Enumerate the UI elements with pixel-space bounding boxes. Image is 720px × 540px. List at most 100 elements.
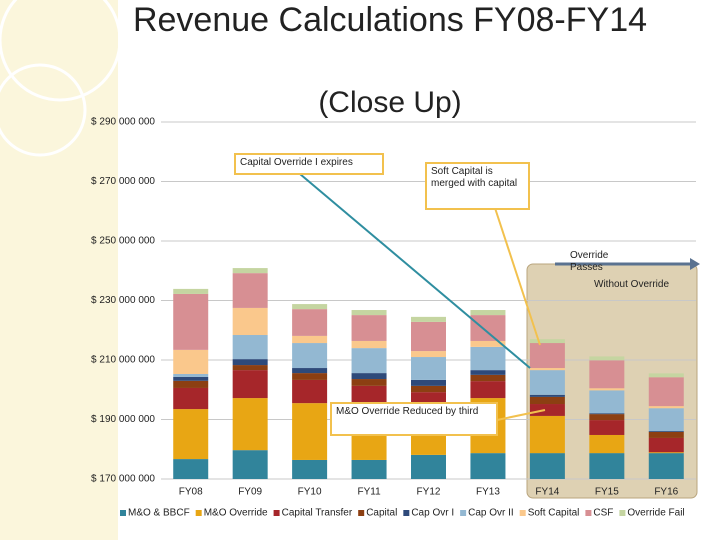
bar-segment	[232, 359, 268, 366]
bar-segment	[648, 437, 684, 453]
bar-segment	[529, 370, 565, 395]
legend: M&O & BBCF M&O Override Capital Transfer Ca…	[120, 508, 685, 519]
bar-segment	[648, 408, 684, 432]
chart-subtitle: (Close Up)	[318, 86, 462, 119]
y-tick-label: $ 210 000 000	[91, 355, 155, 366]
legend-label: Cap Ovr I	[411, 508, 454, 519]
bar-segment	[351, 379, 387, 386]
y-tick-label: $ 270 000 000	[91, 176, 155, 187]
bar-segment	[648, 453, 684, 479]
y-tick-label: $ 250 000 000	[91, 236, 155, 247]
bar-segment	[529, 343, 565, 369]
annotation: M&O Override Reduced by third	[330, 402, 498, 436]
bar-segment	[529, 339, 565, 344]
bar-segment	[470, 374, 506, 382]
legend-swatch	[120, 510, 126, 516]
bar-segment	[411, 321, 446, 352]
y-tick-label: $ 290 000 000	[91, 117, 155, 128]
annotation: Override Passes	[570, 250, 609, 273]
bar-segment	[232, 268, 268, 274]
x-tick-label: FY08	[179, 487, 203, 498]
x-tick-label: FY14	[535, 487, 559, 498]
bar-segment	[411, 454, 446, 479]
bar-segment	[232, 365, 268, 371]
legend-label: CSF	[593, 508, 613, 519]
x-tick-label: FY09	[238, 487, 262, 498]
bar-segment	[589, 388, 625, 391]
bar-segment	[529, 415, 565, 454]
callout-line	[299, 173, 531, 369]
bar-segment	[529, 396, 565, 405]
bar-segment	[411, 357, 446, 380]
bar-segment	[470, 453, 506, 479]
legend-swatch	[195, 510, 202, 516]
callout-line	[496, 409, 546, 421]
legend-swatch	[619, 510, 626, 516]
bar-segment	[351, 340, 387, 349]
bar-segment	[351, 373, 387, 380]
bar-segment	[648, 452, 684, 454]
bar-segment	[648, 373, 684, 378]
legend-swatch	[358, 510, 365, 516]
y-tick-label: $ 230 000 000	[91, 295, 155, 306]
callout-line	[494, 207, 541, 346]
bar-segment	[232, 398, 268, 451]
bar-segment	[292, 335, 328, 344]
legend-swatch	[519, 510, 526, 516]
bar-segment	[351, 385, 387, 404]
x-tick-label: FY10	[298, 487, 322, 498]
bar-segment	[589, 434, 625, 454]
bar-segment	[173, 459, 209, 479]
side-stripe	[0, 0, 118, 540]
bar-segment	[589, 390, 625, 414]
chart-title: Revenue Calculations FY08-FY14	[132, 1, 648, 39]
legend-label: Soft Capital	[528, 508, 580, 519]
bar-segment	[411, 351, 446, 358]
bar-segment	[173, 387, 209, 410]
bar-segment	[173, 288, 209, 294]
decor-circle	[0, 63, 87, 157]
bar-segment	[648, 377, 684, 407]
x-tick-label: FY16	[654, 487, 678, 498]
legend-swatch	[273, 510, 280, 516]
bar-segment	[173, 376, 209, 381]
bar-segment	[589, 453, 625, 479]
bar-segment	[232, 450, 268, 479]
bar-segment	[411, 379, 446, 386]
bar-segment	[292, 403, 328, 460]
bar-segment	[529, 404, 565, 416]
bar-segment	[589, 356, 625, 361]
bar-segment	[292, 368, 328, 374]
bar-segment	[232, 307, 268, 336]
bar-segment	[232, 273, 268, 308]
bar-segment	[292, 459, 328, 479]
bar-segment	[351, 348, 387, 374]
bar-segment	[292, 373, 328, 380]
y-tick-label: $ 170 000 000	[91, 474, 155, 485]
x-tick-label: FY11	[357, 487, 381, 498]
bar-segment	[648, 431, 684, 432]
annotation: Soft Capital is merged with capital	[425, 162, 530, 210]
bar-segment	[173, 373, 209, 377]
bar-segment	[470, 381, 506, 399]
arrow-head	[690, 258, 700, 270]
bar-segment	[648, 431, 684, 438]
legend-label: Override Fail	[627, 508, 684, 519]
bar-segment	[648, 406, 684, 409]
bar-segment	[529, 368, 565, 371]
bar-segment	[232, 335, 268, 360]
x-tick-label: FY13	[476, 487, 500, 498]
y-tick-label: $ 190 000 000	[91, 414, 155, 425]
bar-segment	[470, 346, 506, 371]
bar-segment	[529, 394, 565, 397]
bar-segment	[232, 370, 268, 399]
bar-segment	[351, 459, 387, 479]
bar-segment	[589, 414, 625, 421]
bar-segment	[292, 304, 328, 310]
bar-segment	[529, 453, 565, 479]
bar-segment	[470, 310, 506, 316]
bar-segment	[173, 349, 209, 374]
bar-segment	[411, 385, 446, 393]
